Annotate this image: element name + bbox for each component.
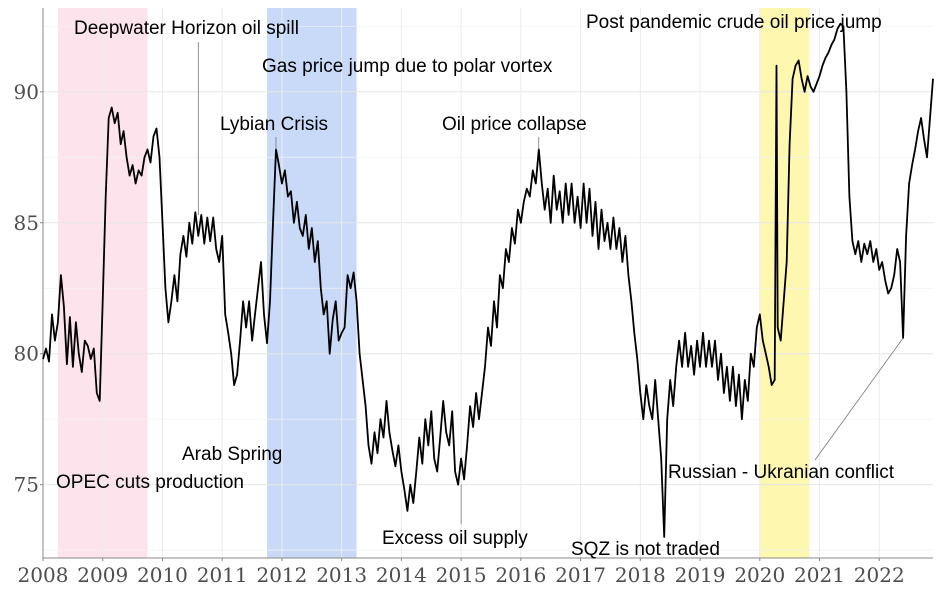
x-tick-label: 2008 — [18, 563, 69, 587]
x-tick-label: 2018 — [615, 563, 666, 587]
annotation-leaders — [197, 42, 904, 524]
annotation-label: Deepwater Horizon oil spill — [74, 18, 299, 39]
grid-lines — [42, 8, 933, 558]
annotation-label: SQZ is not traded — [571, 539, 720, 560]
x-tick-label: 2015 — [436, 563, 487, 587]
annotation-label: Excess oil supply — [382, 528, 528, 549]
axes: 75 80 85 90 2008 2009 2010 2011 2012 2013 2014 2015… — [14, 8, 933, 587]
x-tick-label: 2009 — [77, 563, 128, 587]
x-tick-label: 2016 — [495, 563, 546, 587]
x-tick-label: 2022 — [854, 563, 905, 587]
x-tick-label: 2012 — [256, 563, 307, 587]
x-tick-label: 2020 — [734, 563, 785, 587]
x-tick-label: 2019 — [675, 563, 726, 587]
x-tick-label: 2021 — [794, 563, 845, 587]
annotation-label: Lybian Crisis — [220, 114, 328, 135]
series-line-0 — [42, 22, 934, 538]
annotation-label: Post pandemic crude oil price jump — [586, 12, 882, 33]
annotation-label: OPEC cuts production — [56, 472, 244, 493]
y-tick-label: 80 — [14, 342, 39, 366]
annotation-label: Gas price jump due to polar vortex — [262, 56, 553, 77]
y-tick-label: 85 — [14, 211, 39, 235]
x-tick-label: 2013 — [316, 563, 367, 587]
annotation-leader-9 — [814, 337, 904, 461]
x-tick-label: 2011 — [197, 563, 248, 587]
annotation-label: Arab Spring — [182, 444, 282, 465]
annotation-labels: Deepwater Horizon oil spill Gas price jum… — [56, 12, 895, 560]
annotation-label: Russian - Ukranian conflict — [668, 462, 895, 483]
x-tick-label: 2014 — [376, 563, 427, 587]
annotation-label: Oil price collapse — [442, 114, 587, 135]
x-tick-label: 2010 — [137, 563, 188, 587]
series-layer — [42, 22, 934, 538]
shaded-period-1 — [266, 8, 357, 558]
y-tick-label: 90 — [14, 80, 39, 104]
x-tick-label: 2017 — [555, 563, 606, 587]
y-tick-label: 75 — [14, 473, 39, 497]
